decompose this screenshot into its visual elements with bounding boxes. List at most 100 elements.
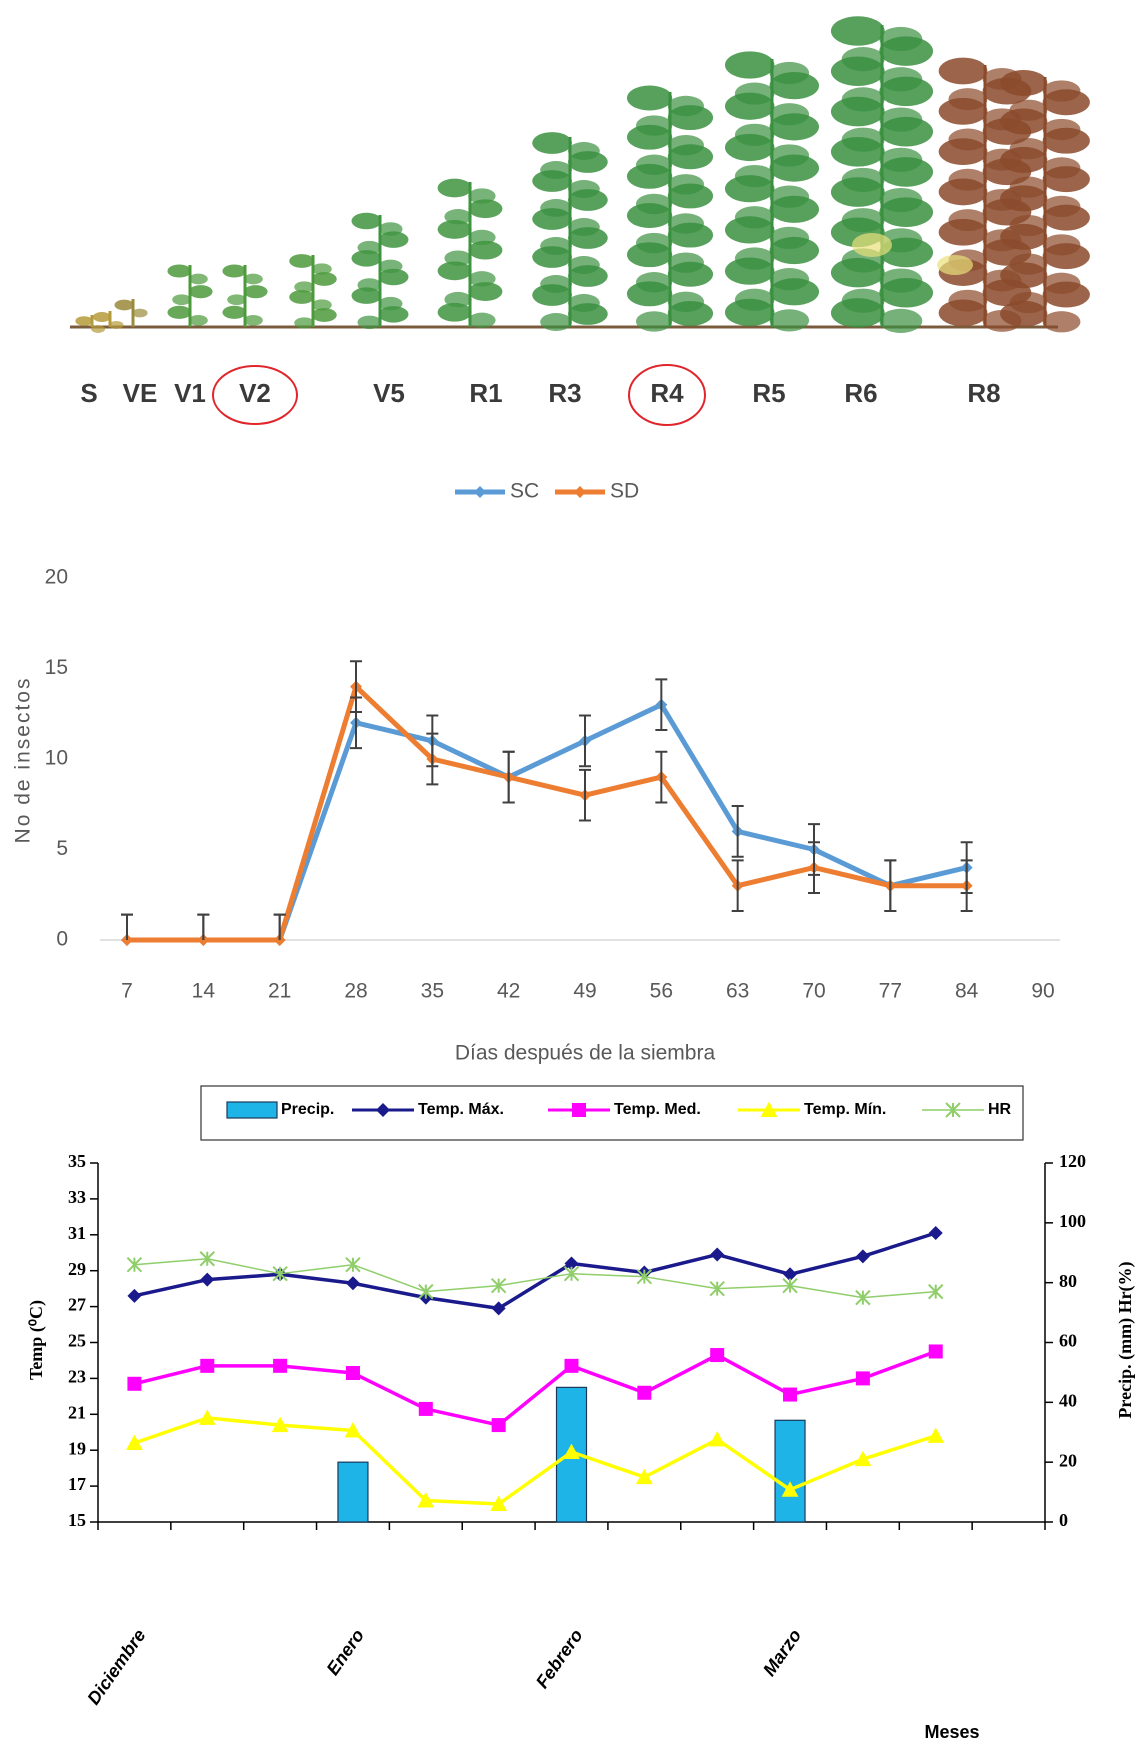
plant-leaf bbox=[188, 314, 208, 326]
plant-leaf bbox=[378, 231, 409, 248]
series-line bbox=[133, 1416, 937, 1506]
plant-leaf bbox=[830, 56, 885, 87]
plant-leaf bbox=[568, 227, 608, 249]
marker bbox=[418, 1283, 434, 1300]
bar bbox=[337, 1461, 369, 1523]
plant-leaf bbox=[724, 92, 775, 120]
x-tick-label: 90 bbox=[1031, 980, 1054, 1003]
marker bbox=[855, 1289, 871, 1306]
legend-box bbox=[200, 1085, 1024, 1141]
y-tick-label: 35 bbox=[68, 1151, 86, 1171]
plant-leaf bbox=[667, 183, 714, 209]
error-bar bbox=[273, 913, 286, 940]
plant-leaf bbox=[724, 175, 775, 203]
plant-leaf bbox=[1000, 300, 1048, 327]
plant-leaf bbox=[1042, 89, 1090, 116]
marker bbox=[417, 1492, 435, 1508]
plant-leaf bbox=[724, 257, 775, 285]
marker bbox=[127, 1376, 142, 1391]
plant-leaf bbox=[311, 299, 332, 311]
marker bbox=[927, 1427, 945, 1443]
plant-leaf bbox=[114, 299, 134, 311]
y-tick-label: 5 bbox=[56, 837, 68, 860]
plant-leaf bbox=[532, 132, 572, 154]
marker bbox=[636, 1268, 653, 1285]
marker bbox=[200, 1272, 215, 1287]
series-line bbox=[127, 702, 968, 943]
y-tick-label: 20 bbox=[45, 566, 68, 589]
error-bar bbox=[579, 714, 591, 768]
marker bbox=[344, 1422, 362, 1438]
legend-label: Temp. Med. bbox=[614, 1101, 701, 1118]
plant-leaf bbox=[769, 278, 820, 306]
plant-leaf bbox=[378, 268, 409, 286]
plant-leaf bbox=[222, 264, 247, 278]
marker bbox=[781, 1481, 799, 1497]
error-bar bbox=[197, 913, 210, 940]
plant-leaf bbox=[1000, 146, 1048, 173]
y2-tick-label: 40 bbox=[1059, 1390, 1077, 1410]
plant-leaf bbox=[540, 313, 572, 331]
marker bbox=[710, 1247, 725, 1262]
plant-leaf bbox=[243, 314, 263, 326]
plant-leaf bbox=[1000, 185, 1048, 212]
marker bbox=[271, 1416, 289, 1433]
series-line bbox=[134, 1349, 937, 1427]
plant-leaf bbox=[1042, 243, 1090, 270]
y2-tick-label: 120 bbox=[1059, 1151, 1086, 1171]
plant-leaf bbox=[468, 282, 503, 301]
marker bbox=[474, 486, 486, 498]
plant-leaf bbox=[311, 308, 337, 322]
stage-label: V2 bbox=[239, 378, 271, 408]
plant-leaf bbox=[468, 312, 496, 328]
marker bbox=[563, 1443, 580, 1459]
plant-leaf bbox=[1000, 262, 1048, 289]
plant-leaf bbox=[568, 189, 608, 211]
plant-leaf bbox=[635, 311, 673, 332]
series-line bbox=[134, 1257, 936, 1299]
plant-leaf bbox=[294, 281, 315, 293]
y2-tick-label: 80 bbox=[1059, 1271, 1077, 1291]
marker bbox=[273, 1358, 288, 1373]
series-line bbox=[127, 684, 967, 943]
legend-label: SC bbox=[510, 480, 539, 503]
series-line bbox=[134, 1231, 937, 1311]
x-tick-label: 7 bbox=[121, 980, 133, 1003]
plant-leaf bbox=[437, 302, 472, 322]
plant-leaf bbox=[468, 240, 503, 260]
plant-leaf bbox=[1042, 281, 1090, 308]
plant-leaf bbox=[437, 220, 472, 239]
marker bbox=[345, 1276, 360, 1291]
marker bbox=[760, 1101, 778, 1117]
x-axis-title: Días después de la siembra bbox=[455, 1042, 716, 1065]
error-bar bbox=[502, 750, 515, 804]
x-tick-label: Marzo bbox=[759, 1626, 805, 1680]
plant-leaf bbox=[1042, 127, 1090, 154]
marker bbox=[708, 1431, 726, 1447]
y-tick-label: 0 bbox=[56, 928, 68, 951]
plant-leaf bbox=[188, 273, 208, 285]
plant-leaf bbox=[132, 308, 148, 318]
plant-leaf bbox=[378, 306, 409, 323]
plant-leaf bbox=[351, 212, 382, 230]
x-tick-label: 56 bbox=[650, 980, 673, 1003]
error-bar bbox=[731, 805, 744, 858]
x-tick-label: 35 bbox=[421, 980, 444, 1003]
y2-tick-label: 0 bbox=[1059, 1510, 1068, 1530]
plant-leaf bbox=[568, 265, 608, 287]
flower-blob bbox=[937, 255, 973, 275]
x-tick-label: 21 bbox=[268, 980, 291, 1003]
y2-tick-label: 20 bbox=[1059, 1450, 1077, 1470]
error-bar bbox=[655, 750, 668, 804]
y-axis-title: No de insectos bbox=[12, 677, 35, 844]
plant-leaf bbox=[437, 261, 472, 281]
marker bbox=[637, 1385, 652, 1400]
plant-leaf bbox=[667, 300, 714, 326]
plant-leaf bbox=[879, 36, 934, 66]
stage-label: R4 bbox=[650, 378, 684, 408]
plant-leaf bbox=[626, 203, 673, 228]
x-tick-label: Diciembre bbox=[83, 1626, 149, 1709]
plant-leaf bbox=[1042, 204, 1090, 231]
plant-leaf bbox=[357, 315, 382, 330]
marker bbox=[200, 1358, 215, 1373]
